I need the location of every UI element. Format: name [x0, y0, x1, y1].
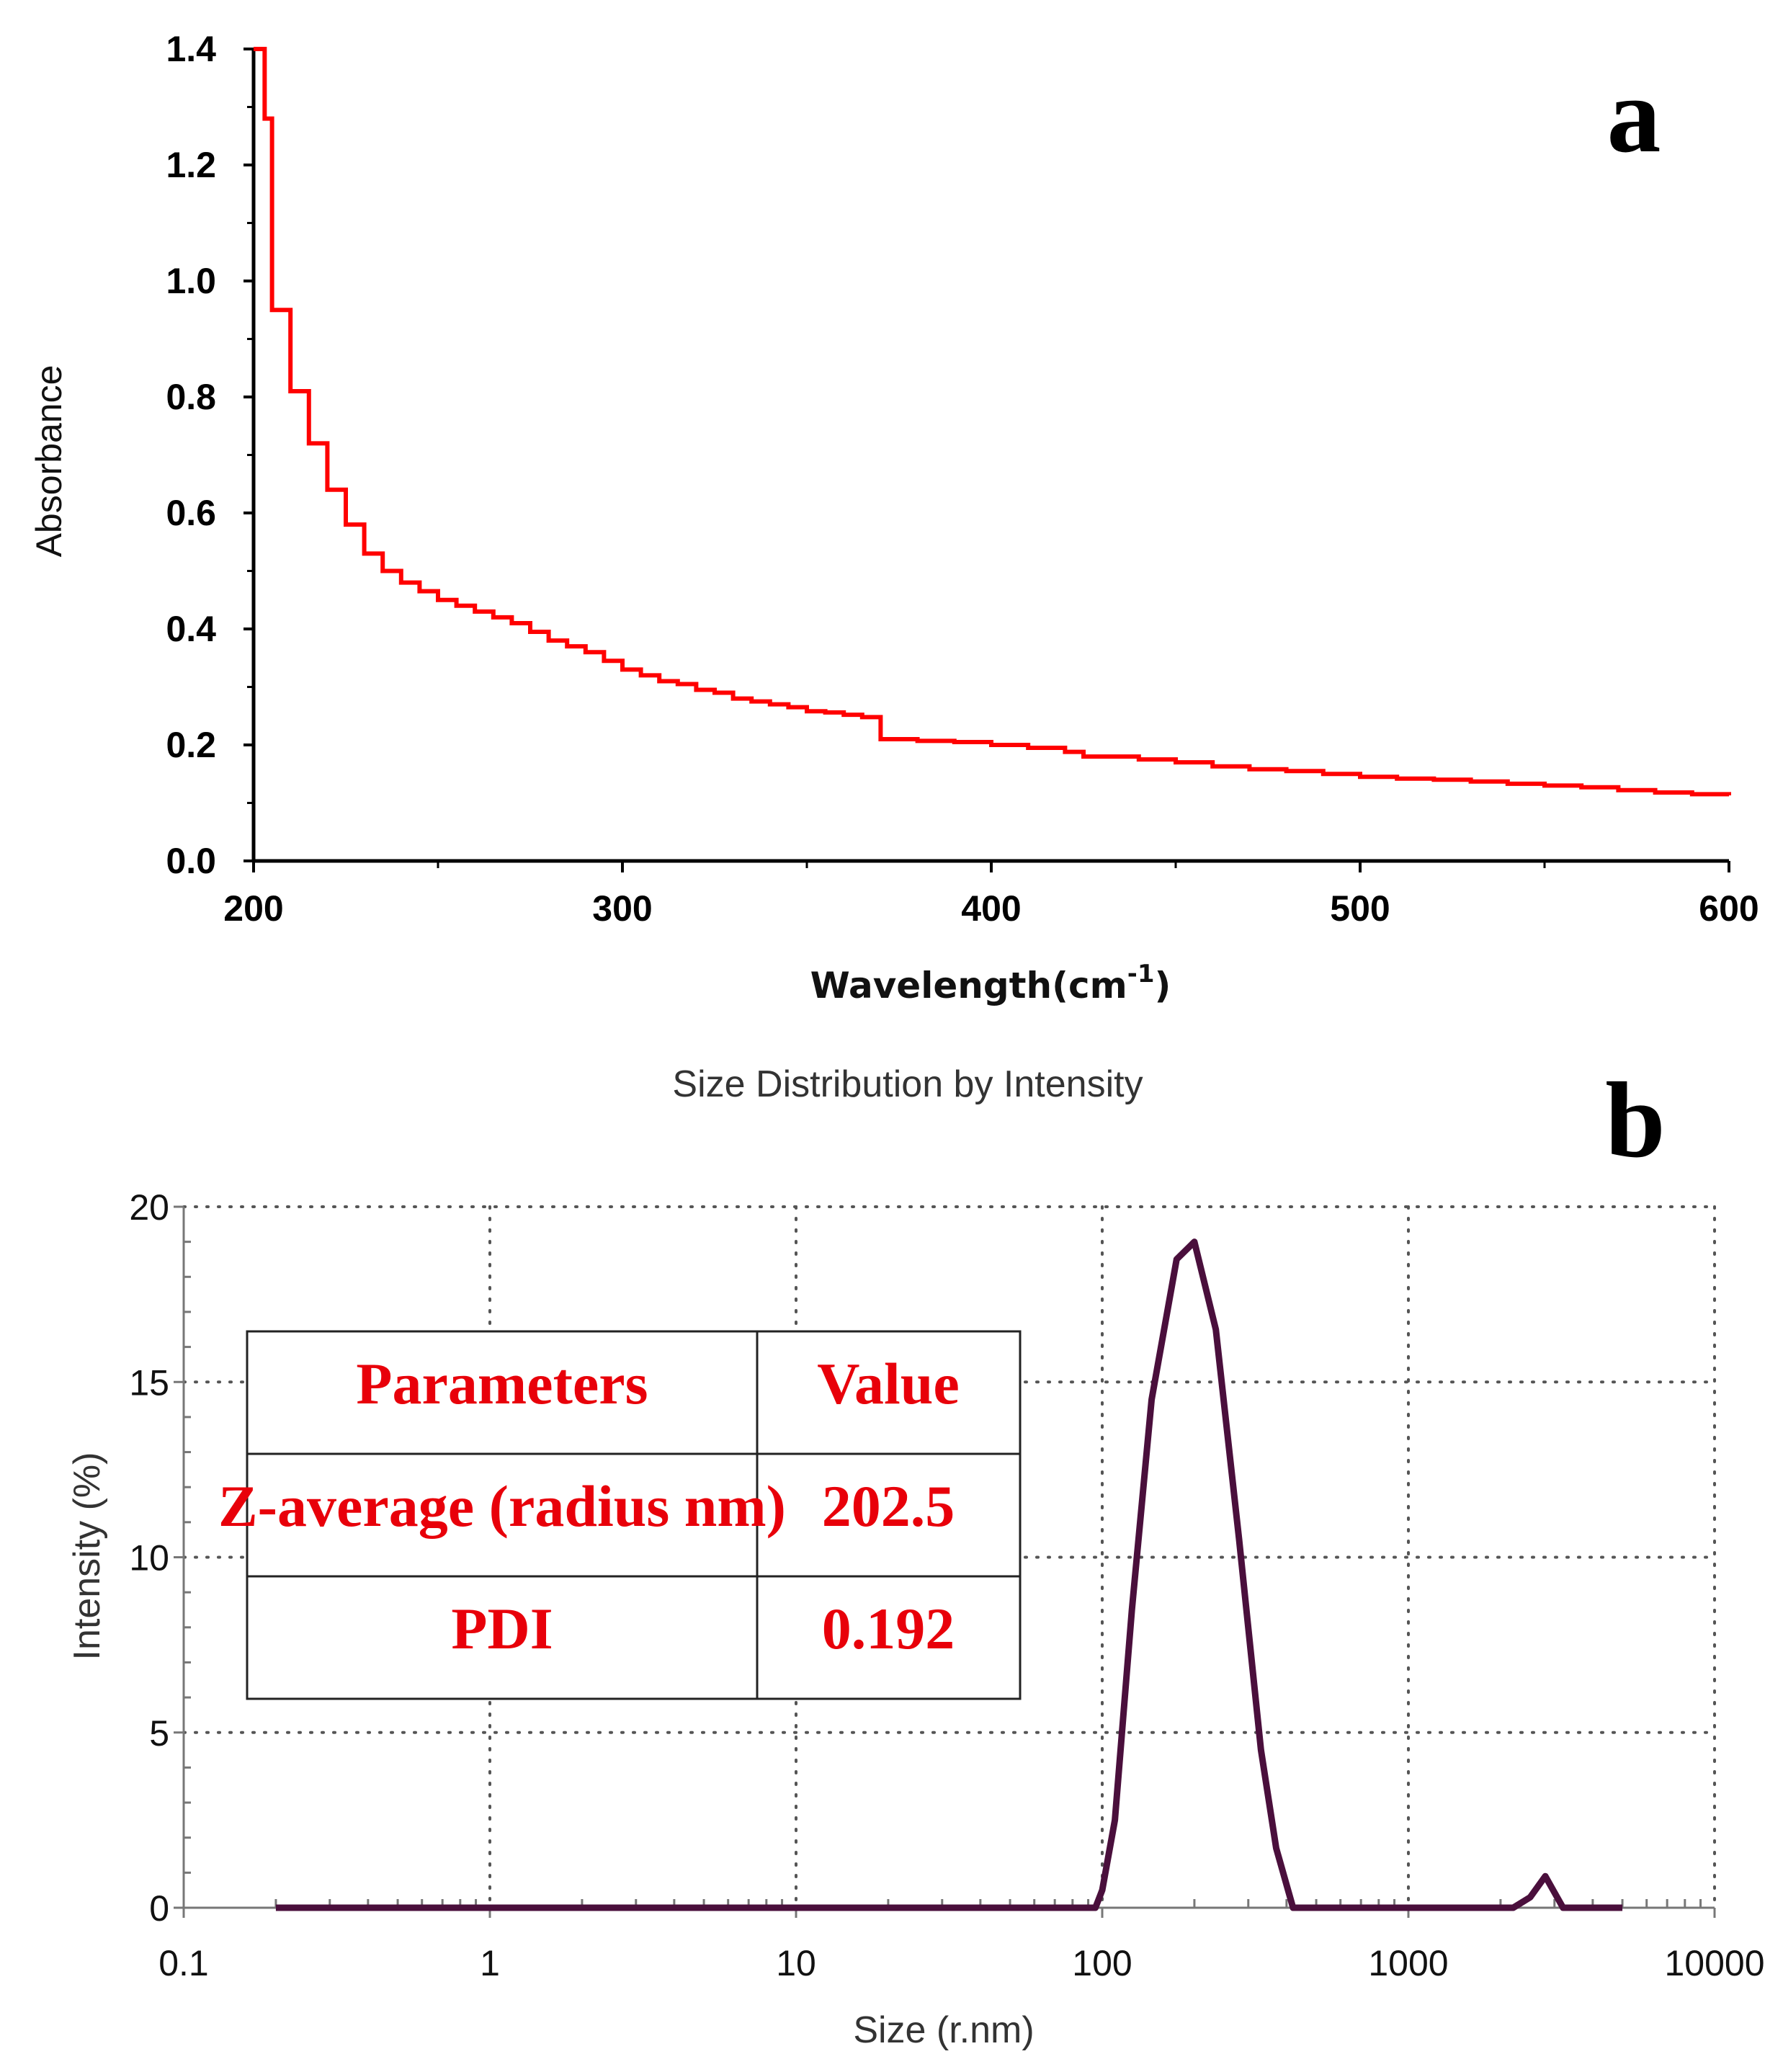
table-cell-pdi-value: 0.192: [822, 1596, 955, 1661]
panel-b-title: Size Distribution by Intensity: [672, 1063, 1143, 1105]
panel-a-x-tick-label: 500: [1330, 888, 1390, 929]
panel-a-y-tick-label: 0.4: [166, 609, 216, 649]
panel-a-y-tick-label: 0.8: [166, 377, 216, 417]
panel-b-chart: Size Distribution by Intensity b 0 5 10 15 2…: [66, 1060, 1765, 2051]
panel-b-y-tick-label: 10: [129, 1538, 169, 1578]
panel-a-y-tick-label: 1.4: [166, 29, 216, 69]
panel-b-y-tick-label: 0: [149, 1888, 169, 1929]
panel-a-chart: 0.0 0.2 0.4 0.6 0.8 1.0 1.2 1.4 200 300 400 500 600…: [29, 29, 1759, 1006]
panel-a-y-axis-label: Absorbance: [29, 365, 69, 558]
panel-b-x-tick-label: 0.1: [158, 1943, 209, 1983]
panel-a-x-ticks: 200 300 400 500 600: [223, 861, 1759, 929]
panel-a-y-ticks: 0.0 0.2 0.4 0.6 0.8 1.0 1.2 1.4: [166, 29, 254, 881]
panel-a-y-tick-label: 1.2: [166, 145, 216, 185]
panel-b-letter: b: [1605, 1060, 1665, 1180]
panel-b-y-tick-label: 20: [129, 1187, 169, 1228]
panel-a-x-tick-label: 300: [592, 888, 652, 929]
table-header-value: Value: [817, 1351, 959, 1416]
panel-b-x-tick-label: 100: [1072, 1943, 1132, 1983]
panel-a-y-tick-label: 0.2: [166, 725, 216, 765]
table-cell-pdi-label: PDI: [451, 1596, 553, 1661]
panel-a-x-tick-label: 600: [1699, 888, 1759, 929]
panel-a-x-axis-label: Wavelength(cm-1): [810, 960, 1171, 1006]
panel-a-y-tick-label: 0.0: [166, 841, 216, 881]
panel-b-y-tick-label: 5: [149, 1713, 169, 1754]
table-header-parameters: Parameters: [356, 1351, 648, 1416]
panel-b-y-tick-label: 15: [129, 1362, 169, 1403]
panel-a-absorbance-line: [254, 47, 1731, 797]
parameters-table: Parameters Value Z-average (radius nm) 2…: [218, 1330, 1022, 1700]
panel-a-y-tick-label: 1.0: [166, 261, 216, 301]
panel-b-x-tick-label: 1: [480, 1943, 500, 1983]
panel-a-y-tick-label: 0.6: [166, 493, 216, 533]
panel-b-y-ticks: 0 5 10 15 20: [129, 1187, 184, 1929]
panel-b-x-axis-label: Size (r.nm): [853, 2009, 1034, 2051]
panel-a-letter: a: [1607, 55, 1661, 175]
panel-b-x-tick-label: 10: [776, 1943, 816, 1983]
panel-a-x-axis-label-superscript: -1: [1127, 960, 1155, 988]
panel-b-x-ticks: 0.1 1 10 100 1000 10000: [158, 1908, 1765, 1983]
panel-b-intensity-line: [275, 1238, 1623, 1911]
panel-b-y-axis-label: Intensity (%): [66, 1452, 108, 1661]
panel-a-x-tick-label: 400: [961, 888, 1021, 929]
panel-a-x-tick-label: 200: [223, 888, 283, 929]
panel-a-x-axis-label-close: ): [1155, 965, 1171, 1006]
panel-a-x-axis-label-text: Wavelength(cm: [810, 965, 1127, 1006]
panel-b-x-tick-label: 1000: [1368, 1943, 1448, 1983]
table-cell-z-average-value: 202.5: [822, 1473, 955, 1539]
table-border: [246, 1330, 1022, 1700]
table-cell-z-average-label: Z-average (radius nm): [218, 1473, 786, 1539]
panel-b-x-tick-label: 10000: [1664, 1943, 1764, 1983]
